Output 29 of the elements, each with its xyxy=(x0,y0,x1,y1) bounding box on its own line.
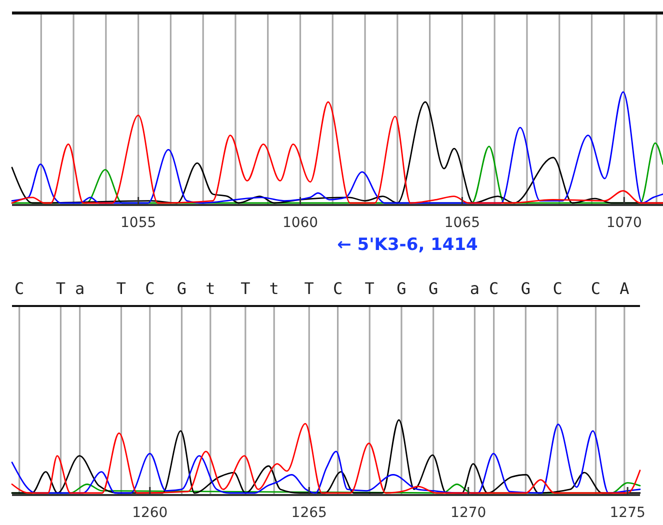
x-tick-label: 1055 xyxy=(120,214,156,231)
ref-line-label: C xyxy=(332,279,343,298)
x-tick-label: 1065 xyxy=(444,214,480,231)
ref-line-label: C xyxy=(145,279,155,298)
x-tick-label: 1265 xyxy=(291,504,327,521)
ref-line-label: T xyxy=(304,279,314,298)
x-tick-label: 1260 xyxy=(132,504,168,521)
ref-line-label: a xyxy=(470,279,480,298)
ref-line-label: T xyxy=(116,279,126,298)
ref-line-label: C xyxy=(14,279,24,298)
x-tick-label: 1070 xyxy=(606,214,642,231)
ref-line-label: C xyxy=(552,279,562,298)
ref-line-label: T xyxy=(56,279,66,298)
ref-line-label: G xyxy=(396,279,406,298)
x-tick-label: 1060 xyxy=(282,214,318,231)
ref-line-label: G xyxy=(520,279,530,298)
ref-line-label: G xyxy=(176,279,187,298)
ref-line-label: t xyxy=(206,279,216,298)
ref-line-label: A xyxy=(620,279,630,298)
ref-line-label: C xyxy=(489,279,499,298)
x-axis-title: ← 5'K3-6, 1414 xyxy=(337,235,478,255)
ref-line-label: a xyxy=(75,279,85,298)
ref-line-label: T xyxy=(240,279,251,298)
ref-line-label: G xyxy=(428,279,438,298)
ref-line-label: T xyxy=(364,279,375,298)
ref-line-label: C xyxy=(590,279,601,298)
x-tick-label: 1270 xyxy=(450,504,486,521)
x-tick-label: 1275 xyxy=(610,504,646,521)
ref-line-label: t xyxy=(269,279,279,298)
